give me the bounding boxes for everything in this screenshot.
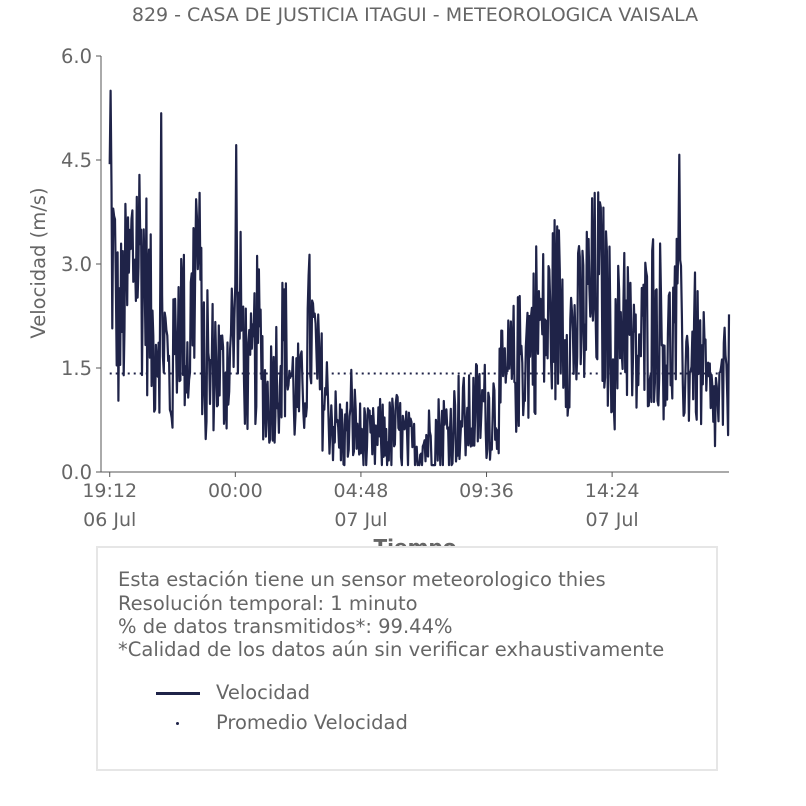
y-tick-label: 0.0 bbox=[61, 461, 92, 484]
legend-dot-swatch bbox=[176, 722, 179, 725]
y-tick-label: 4.5 bbox=[61, 149, 92, 172]
legend-item-promedio: Promedio Velocidad bbox=[156, 711, 456, 735]
wind-speed-chart: 829 - CASA DE JUSTICIA ITAGUI - METEOROL… bbox=[27, 4, 731, 559]
info-transmitted-text: % de datos transmitidos*: 99.44% bbox=[118, 615, 453, 638]
chart-title: 829 - CASA DE JUSTICIA ITAGUI - METEOROL… bbox=[132, 4, 698, 26]
info-sensor-text: Esta estación tiene un sensor meteorolog… bbox=[118, 568, 606, 591]
y-axis-label: Velocidad (m/s) bbox=[27, 187, 50, 338]
info-box: Esta estación tiene un sensor meteorolog… bbox=[96, 546, 718, 771]
x-tick-date-label: 06 Jul bbox=[83, 509, 136, 531]
legend-item-velocidad: Velocidad bbox=[156, 681, 456, 705]
info-resolution-text: Resolución temporal: 1 minuto bbox=[118, 592, 418, 615]
x-tick-date-label: 07 Jul bbox=[586, 509, 639, 531]
series-line-velocidad bbox=[108, 89, 731, 467]
info-quality-note: *Calidad de los datos aún sin verificar … bbox=[118, 638, 665, 661]
legend-line-swatch bbox=[156, 692, 200, 695]
x-tick-date-label: 07 Jul bbox=[334, 509, 387, 531]
x-tick-label: 04:48 bbox=[334, 480, 389, 502]
y-tick-label: 1.5 bbox=[61, 357, 92, 380]
x-tick-label: 00:00 bbox=[208, 480, 263, 502]
x-tick-label: 09:36 bbox=[459, 480, 514, 502]
y-tick-label: 3.0 bbox=[61, 253, 92, 276]
x-tick-label: 14:24 bbox=[585, 480, 640, 502]
legend-label-promedio: Promedio Velocidad bbox=[216, 711, 408, 734]
x-tick-label: 19:12 bbox=[82, 480, 137, 502]
legend-label-velocidad: Velocidad bbox=[216, 681, 311, 704]
y-tick-label: 6.0 bbox=[61, 45, 92, 68]
